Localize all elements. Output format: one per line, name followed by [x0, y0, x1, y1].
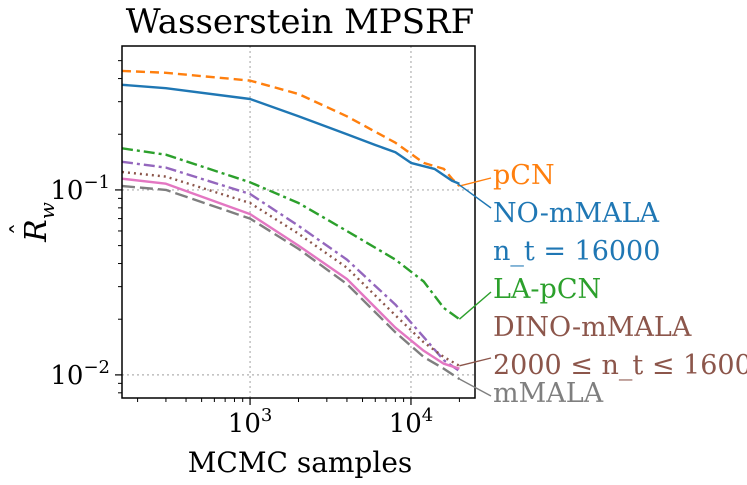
series-layer [121, 69, 461, 381]
x-tick-label: 104 [389, 405, 434, 439]
y-tick-label: 10−2 [50, 357, 110, 391]
annotation-arrow-mmala [459, 378, 492, 397]
annotations: pCN NO-mMALA n_t = 16000 LA-pCN DINO-mMALA 20… [455, 160, 747, 409]
annotation-arrow-la-pcn [458, 291, 492, 320]
series-line-mmala [121, 184, 461, 381]
x-tick-label: 103 [228, 405, 273, 439]
series-line-pcn [121, 69, 461, 187]
y-tick-label-exp: −1 [83, 172, 110, 193]
series-line-no-mmala [121, 83, 460, 185]
y-tick-label: 10−1 [50, 172, 110, 206]
y-axis-ticks: 10−210−1 [50, 172, 122, 391]
chart-title: Wasserstein MPSRF [126, 2, 475, 42]
grid-lines [122, 46, 475, 398]
annotation-arrow-dino-mmala [459, 357, 492, 367]
annotation-arrow-pcn [459, 177, 492, 187]
annotation-label-dino-mmala-line2: 2000 ≤ n_t ≤ 16000 [493, 350, 747, 381]
series-line-dino-mmala-n-t-8000 [121, 177, 460, 370]
series-line-dino-mmala-n-t-16000 [121, 170, 460, 367]
x-tick-label-base: 10 [228, 409, 261, 439]
annotation-label-no-mmala: NO-mMALA [493, 198, 660, 229]
annotation-label-pcn: pCN [493, 160, 555, 191]
y-tick-label-base: 10 [50, 176, 83, 206]
x-axis-ticks: 103 104 [228, 398, 433, 439]
annotation-label-mmala: mMALA [493, 378, 604, 409]
x-axis-label: MCMC samples [188, 446, 413, 479]
x-tick-label-exp: 4 [422, 405, 433, 426]
y-tick-label-base: 10 [50, 361, 83, 391]
y-tick-label-exp: −2 [83, 357, 110, 378]
y-axis-label: Rw [19, 202, 59, 243]
plot-frame [121, 45, 476, 399]
annotation-label-dino-mmala: DINO-mMALA [493, 312, 692, 343]
x-tick-label-exp: 3 [261, 405, 272, 426]
annotation-label-la-pcn: LA-pCN [493, 274, 601, 305]
y-axis-label-main: R [19, 219, 54, 243]
y-axis-label-hat: ˆ [7, 223, 37, 236]
series-line-la-pcn [121, 147, 461, 321]
x-tick-label-base: 10 [389, 409, 422, 439]
annotation-label-no-mmala-line2: n_t = 16000 [493, 236, 660, 267]
annotation-arrow-no-mmala [455, 181, 492, 209]
y-axis-label-sub: w [35, 202, 59, 219]
